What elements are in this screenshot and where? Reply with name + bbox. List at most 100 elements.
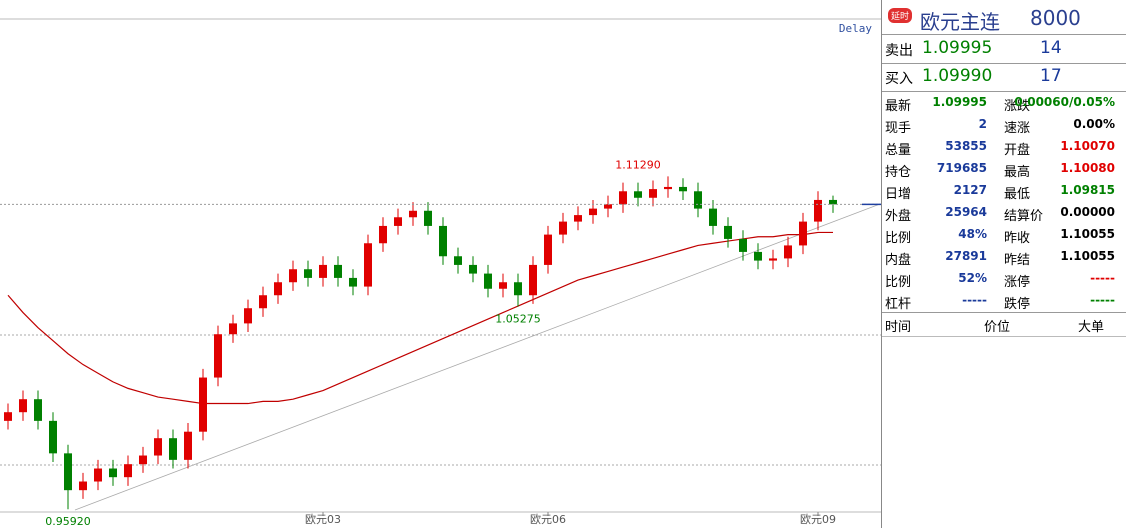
stat-value: 48% [958,227,987,241]
stat-row: 现手 2 速涨 0.00% [882,114,1126,136]
stat-row: 最新 1.09995 涨跌 0.00060/0.05% [882,92,1126,114]
candle-body [49,420,57,454]
stat-label: 杠杆 [885,297,912,312]
stat-label: 比例 [885,231,912,246]
candle-body [94,468,102,482]
stat-label: 结算价 [1004,209,1044,224]
stat-row: 杠杆 ----- 跌停 ----- [882,290,1126,312]
stat-value: ----- [1090,293,1115,307]
divider [882,312,1126,313]
candle-body [79,481,87,491]
stat-value: 0.00000 [1060,205,1115,219]
candle-body [484,273,492,289]
stat-value: 52% [958,271,987,285]
x-tick-label: 欧元03 [305,513,341,526]
candle-body [229,323,237,335]
stat-value: 1.09815 [1060,183,1115,197]
ticks-header: 时间 价位 大单 [882,315,1126,335]
stat-value: 27891 [945,249,987,263]
column-header: 价位 [984,320,1011,335]
candle-body [649,189,657,198]
stat-value: 1.10070 [1060,139,1115,153]
candle-body [424,210,432,226]
stat-label: 最新 [885,99,912,114]
candle-body [214,334,222,378]
stat-label: 速涨 [1004,121,1031,136]
candle-body [319,264,327,278]
book-label: 买入 [885,71,913,87]
candle-body [829,199,837,205]
candle-body [394,217,402,226]
stat-label: 总量 [885,143,912,158]
chart-bg [0,0,881,528]
candle-body [439,225,447,257]
divider [882,336,1126,337]
instrument-code: 8000 [1030,6,1081,30]
stat-label: 涨停 [1004,275,1031,290]
candle-body [304,269,312,278]
stat-label: 跌停 [1004,297,1031,312]
panel-header: 延时 欧元主连 8000 [882,0,1126,35]
candle-body [544,234,552,265]
instrument-name: 欧元主连 [920,10,1000,34]
book-price: 1.09990 [922,66,993,86]
candle-body [184,431,192,460]
stat-label: 持仓 [885,165,912,180]
price-annotation: 0.95920 [45,515,91,528]
stat-value: 1.09995 [932,95,987,109]
stat-row: 比例 48% 昨收 1.10055 [882,224,1126,246]
candle-body [334,264,342,278]
candle-body [4,412,12,421]
candle-body [499,282,507,289]
stat-value: 53855 [945,139,987,153]
candle-body [784,245,792,259]
candle-body [469,264,477,274]
candle-body [589,208,597,216]
stat-value: 1.10055 [1060,227,1115,241]
stat-label: 最低 [1004,187,1031,202]
stat-row: 总量 53855 开盘 1.10070 [882,136,1126,158]
stat-label: 现手 [885,121,912,136]
stat-label: 内盘 [885,253,912,268]
candle-body [679,186,687,192]
book-price: 1.09995 [922,38,993,58]
stat-label: 比例 [885,275,912,290]
candle-body [289,269,297,283]
stat-value: 1.10080 [1060,161,1115,175]
stat-value: 1.10055 [1060,249,1115,263]
candle-body [514,282,522,296]
candle-body [694,191,702,209]
stat-row: 比例 52% 涨停 ----- [882,268,1126,290]
candle-body [574,215,582,222]
candle-body [634,191,642,198]
candle-body [619,191,627,205]
stat-row: 日增 2127 最低 1.09815 [882,180,1126,202]
order-book-row: 卖出 1.09995 14 [882,35,1126,64]
stat-label: 昨结 [1004,253,1031,268]
candle-body [799,221,807,246]
order-book-row: 买入 1.09990 17 [882,63,1126,92]
candle-body [199,377,207,432]
candle-body [274,282,282,296]
candle-body [64,453,72,491]
candle-body [109,468,117,478]
stat-label: 开盘 [1004,143,1031,158]
stat-value: ----- [962,293,987,307]
column-header: 时间 [885,320,912,335]
candle-body [754,251,762,261]
book-label: 卖出 [885,43,913,59]
stat-label: 涨跌 [1004,99,1031,114]
stat-row: 外盘 25964 结算价 0.00000 [882,202,1126,224]
price-annotation: 1.05275 [495,313,541,326]
quote-panel: 延时 欧元主连 8000 卖出 1.09995 14 买入 1.09990 17 最新 1.0999… [881,0,1126,528]
candle-body [364,243,372,287]
candle-body [814,199,822,222]
delay-label: Delay [839,22,872,35]
delay-badge: 延时 [888,8,913,23]
book-volume: 17 [1040,66,1062,86]
candle-body [454,256,462,265]
column-header: 大单 [1078,320,1105,335]
candle-body [409,210,417,218]
moving-average [7,231,833,405]
price-annotation: 1.11290 [615,158,661,171]
